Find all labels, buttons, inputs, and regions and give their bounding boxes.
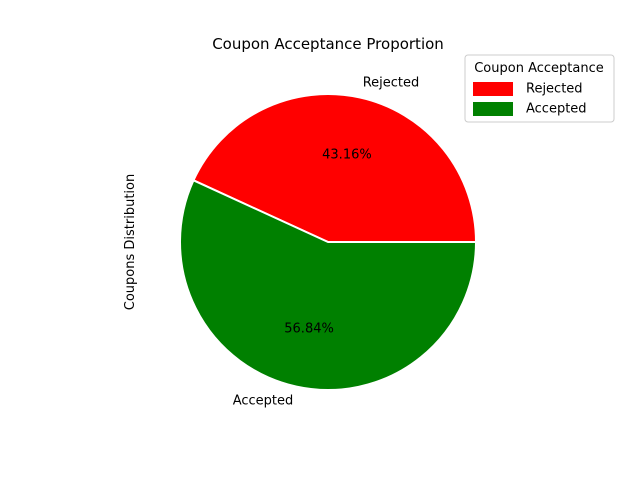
- slice-label-rejected: Rejected: [363, 75, 420, 90]
- pie-slice-labels: Rejected 43.16% Accepted 56.84%: [233, 75, 420, 408]
- legend-title: Coupon Acceptance: [474, 61, 604, 76]
- pie-slice-accepted: [179, 179, 477, 391]
- legend-swatch-rejected: [473, 82, 513, 96]
- legend-label-rejected: Rejected: [526, 82, 583, 97]
- y-axis-label: Coupons Distribution: [123, 174, 138, 310]
- slice-label-accepted: Accepted: [233, 394, 294, 409]
- chart-title: Coupon Acceptance Proportion: [212, 35, 444, 53]
- legend-entries: Rejected Accepted: [473, 82, 587, 117]
- legend: Coupon Acceptance Rejected Accepted: [464, 54, 615, 123]
- pie-slices: [179, 93, 477, 391]
- pie-slice-rejected: [192, 93, 477, 243]
- legend-label-accepted: Accepted: [526, 102, 587, 117]
- slice-percent-rejected: 43.16%: [322, 148, 372, 163]
- slice-percent-accepted: 56.84%: [284, 321, 334, 336]
- legend-swatch-accepted: [473, 102, 513, 116]
